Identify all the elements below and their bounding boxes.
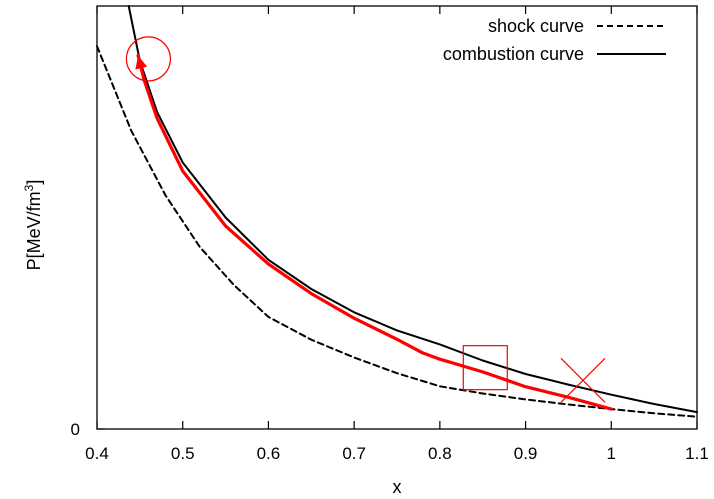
y-tick-label: 0 [71, 420, 80, 439]
x-tick-label: 0.8 [428, 444, 452, 463]
annotation-cross-stroke [560, 357, 606, 403]
x-tick-label: 1 [607, 444, 616, 463]
annotation-circle [125, 36, 172, 82]
series-layer [96, 5, 698, 418]
series-line-1 [127, 5, 698, 414]
legend-label-combustion: combustion curve [443, 44, 584, 64]
x-tick-label: 0.6 [257, 444, 281, 463]
y-axis-label: P[MeV/fm3] [22, 180, 44, 271]
annotation-layer [125, 36, 606, 403]
series-line-0 [96, 45, 698, 418]
x-tick-label: 1.1 [685, 444, 709, 463]
legend-label-shock: shock curve [488, 16, 584, 36]
series-line-2 [136, 53, 613, 411]
x-tick-label: 0.5 [171, 444, 195, 463]
annotation-square [462, 345, 508, 391]
x-tick-label: 0.9 [514, 444, 538, 463]
x-axis-label: x [393, 477, 402, 497]
arrow-head [135, 55, 148, 70]
x-tick-label: 0.7 [342, 444, 366, 463]
ticks-layer: 0.4 0.5 0.6 0.7 0.8 0.9 1 1.1 0 [71, 6, 709, 463]
legend: shock curve combustion curve [443, 16, 666, 64]
x-tick-label: 0.4 [85, 444, 109, 463]
plot-frame [96, 5, 698, 430]
